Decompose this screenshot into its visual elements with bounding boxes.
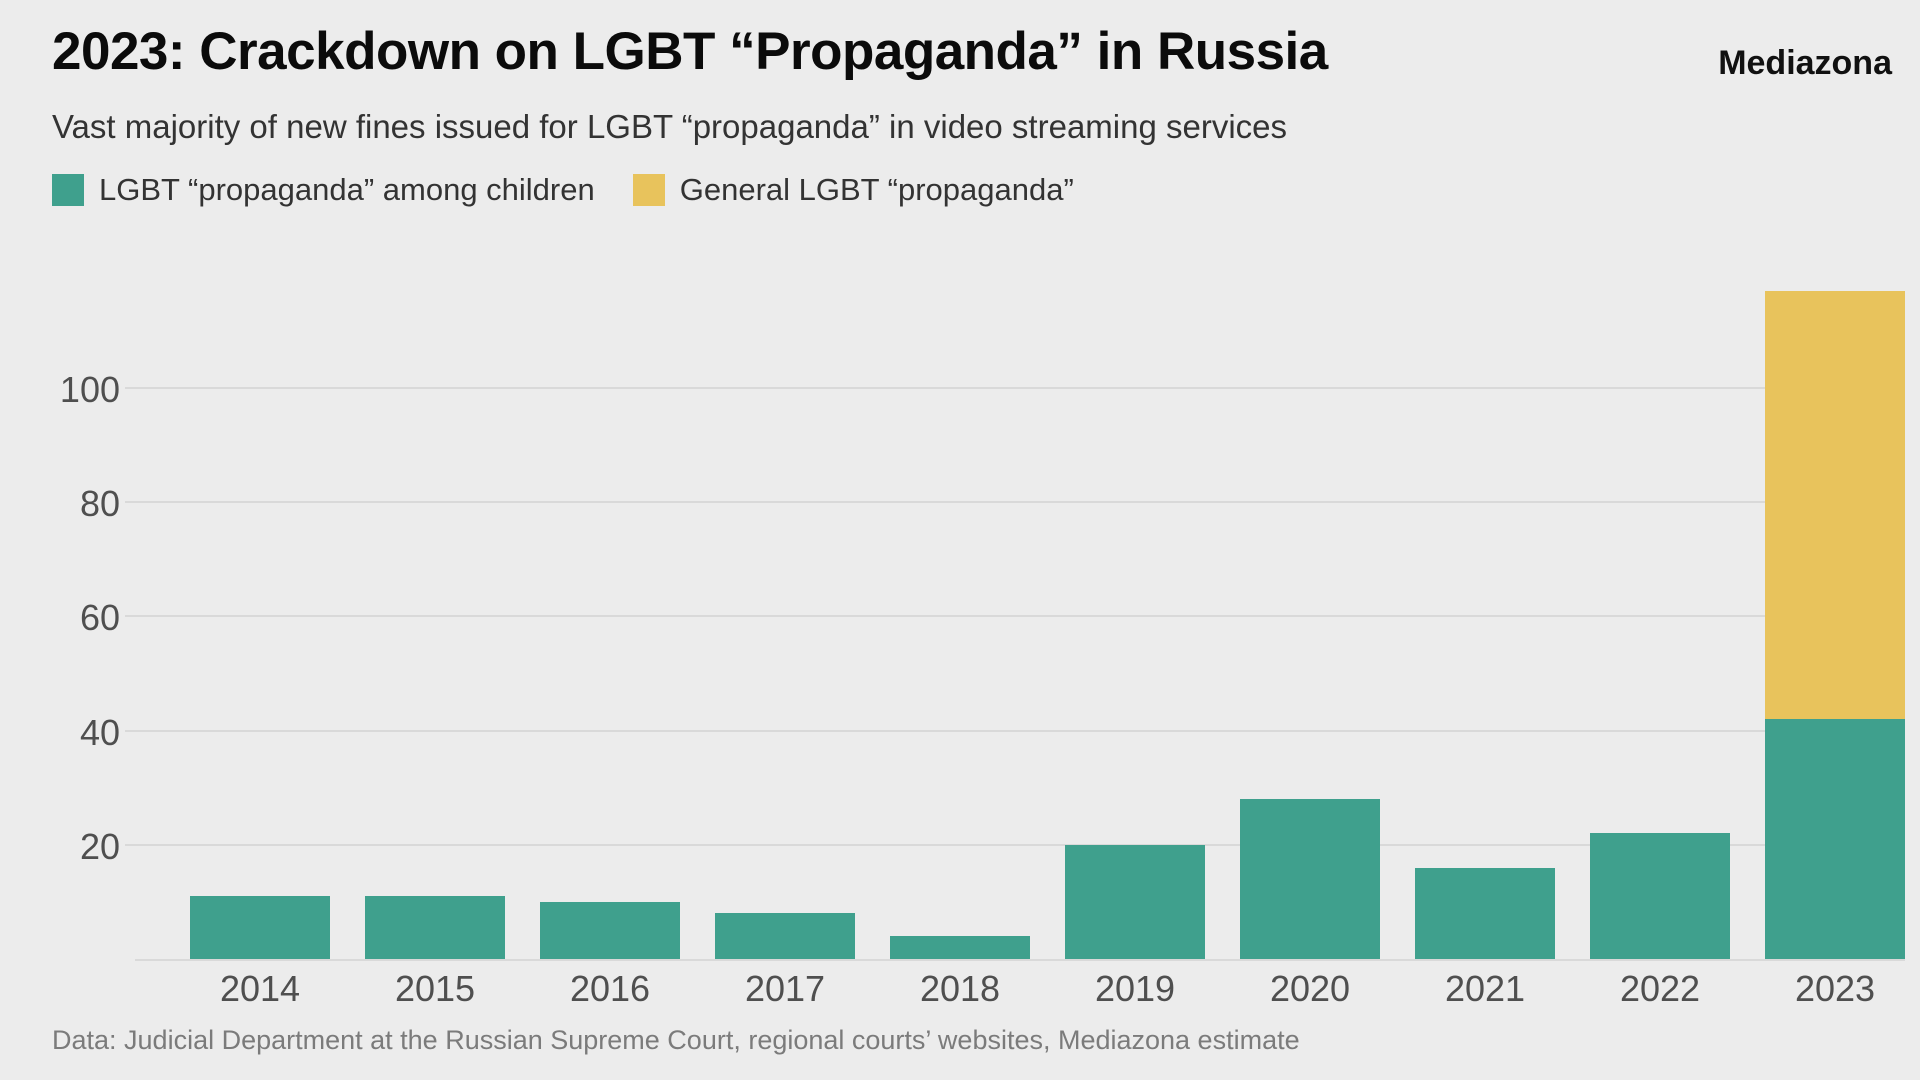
bar-2018: [890, 936, 1030, 959]
bar-2016: [540, 901, 680, 959]
bar-segment: [190, 896, 330, 959]
bar-2019: [1065, 844, 1205, 959]
y-tick-label: 100: [59, 368, 120, 410]
y-tick-label: 60: [79, 597, 120, 639]
bar-segment: [1765, 719, 1905, 959]
bars: [135, 285, 1905, 959]
y-tick-label: 40: [79, 711, 120, 753]
gridline: [125, 386, 1905, 389]
bar-segment: [715, 913, 855, 959]
bar-2021: [1415, 867, 1555, 959]
bar-segment: [540, 901, 680, 959]
x-tick-label: 2023: [1794, 968, 1876, 1009]
bar-2015: [365, 896, 505, 959]
bar-segment: [890, 936, 1030, 959]
legend-swatch-teal-icon: [52, 174, 84, 206]
x-tick-label: 2021: [1444, 968, 1526, 1009]
y-axis: 20 40 60 80 100: [0, 285, 120, 961]
y-tick-label: 20: [79, 825, 120, 867]
x-axis: 2014 2015 2016 2017 2018 2019 2020 2021 2022 2023: [135, 968, 1905, 1010]
gridline: [125, 615, 1905, 618]
x-tick-label: 2022: [1619, 968, 1701, 1009]
gridline: [125, 843, 1905, 846]
legend-item-general: General LGBT “propaganda”: [632, 172, 1074, 208]
gridlines: [125, 285, 1905, 959]
legend-item-children: LGBT “propaganda” among children: [52, 172, 595, 208]
bar-segment: [1765, 290, 1905, 720]
x-tick-label: 2016: [569, 968, 651, 1009]
bar-segment: [1415, 867, 1555, 959]
x-tick-label: 2017: [744, 968, 826, 1009]
legend-label-general: General LGBT “propaganda”: [679, 172, 1074, 207]
x-tick-label: 2014: [219, 968, 301, 1009]
chart-legend: LGBT “propaganda” among children General…: [52, 172, 1074, 208]
bar-2020: [1240, 799, 1380, 959]
page-title: 2023: Crackdown on LGBT “Propaganda” in …: [52, 22, 1328, 81]
x-tick-label: 2020: [1269, 968, 1351, 1009]
brand-logo: Mediazona: [1718, 44, 1892, 82]
bar-2022: [1590, 833, 1730, 959]
x-tick-label: 2018: [919, 968, 1001, 1009]
x-tick-label: 2019: [1094, 968, 1176, 1009]
y-tick-label: 80: [79, 483, 120, 525]
legend-swatch-yellow-icon: [632, 174, 665, 206]
gridline: [125, 729, 1905, 732]
source-note: Data: Judicial Department at the Russian…: [52, 1025, 1300, 1055]
bar-2014: [190, 896, 330, 959]
legend-label-children: LGBT “propaganda” among children: [99, 172, 595, 207]
plot-area: [125, 285, 1905, 961]
x-tick-label: 2015: [394, 968, 476, 1009]
gridline: [125, 501, 1905, 504]
bar-2017: [715, 913, 855, 959]
bar-segment: [365, 896, 505, 959]
bar-2023: [1765, 290, 1905, 959]
bar-segment: [1240, 799, 1380, 959]
bar-segment: [1065, 844, 1205, 959]
bar-segment: [1590, 833, 1730, 959]
chart-subtitle: Vast majority of new fines issued for LG…: [52, 108, 1288, 145]
